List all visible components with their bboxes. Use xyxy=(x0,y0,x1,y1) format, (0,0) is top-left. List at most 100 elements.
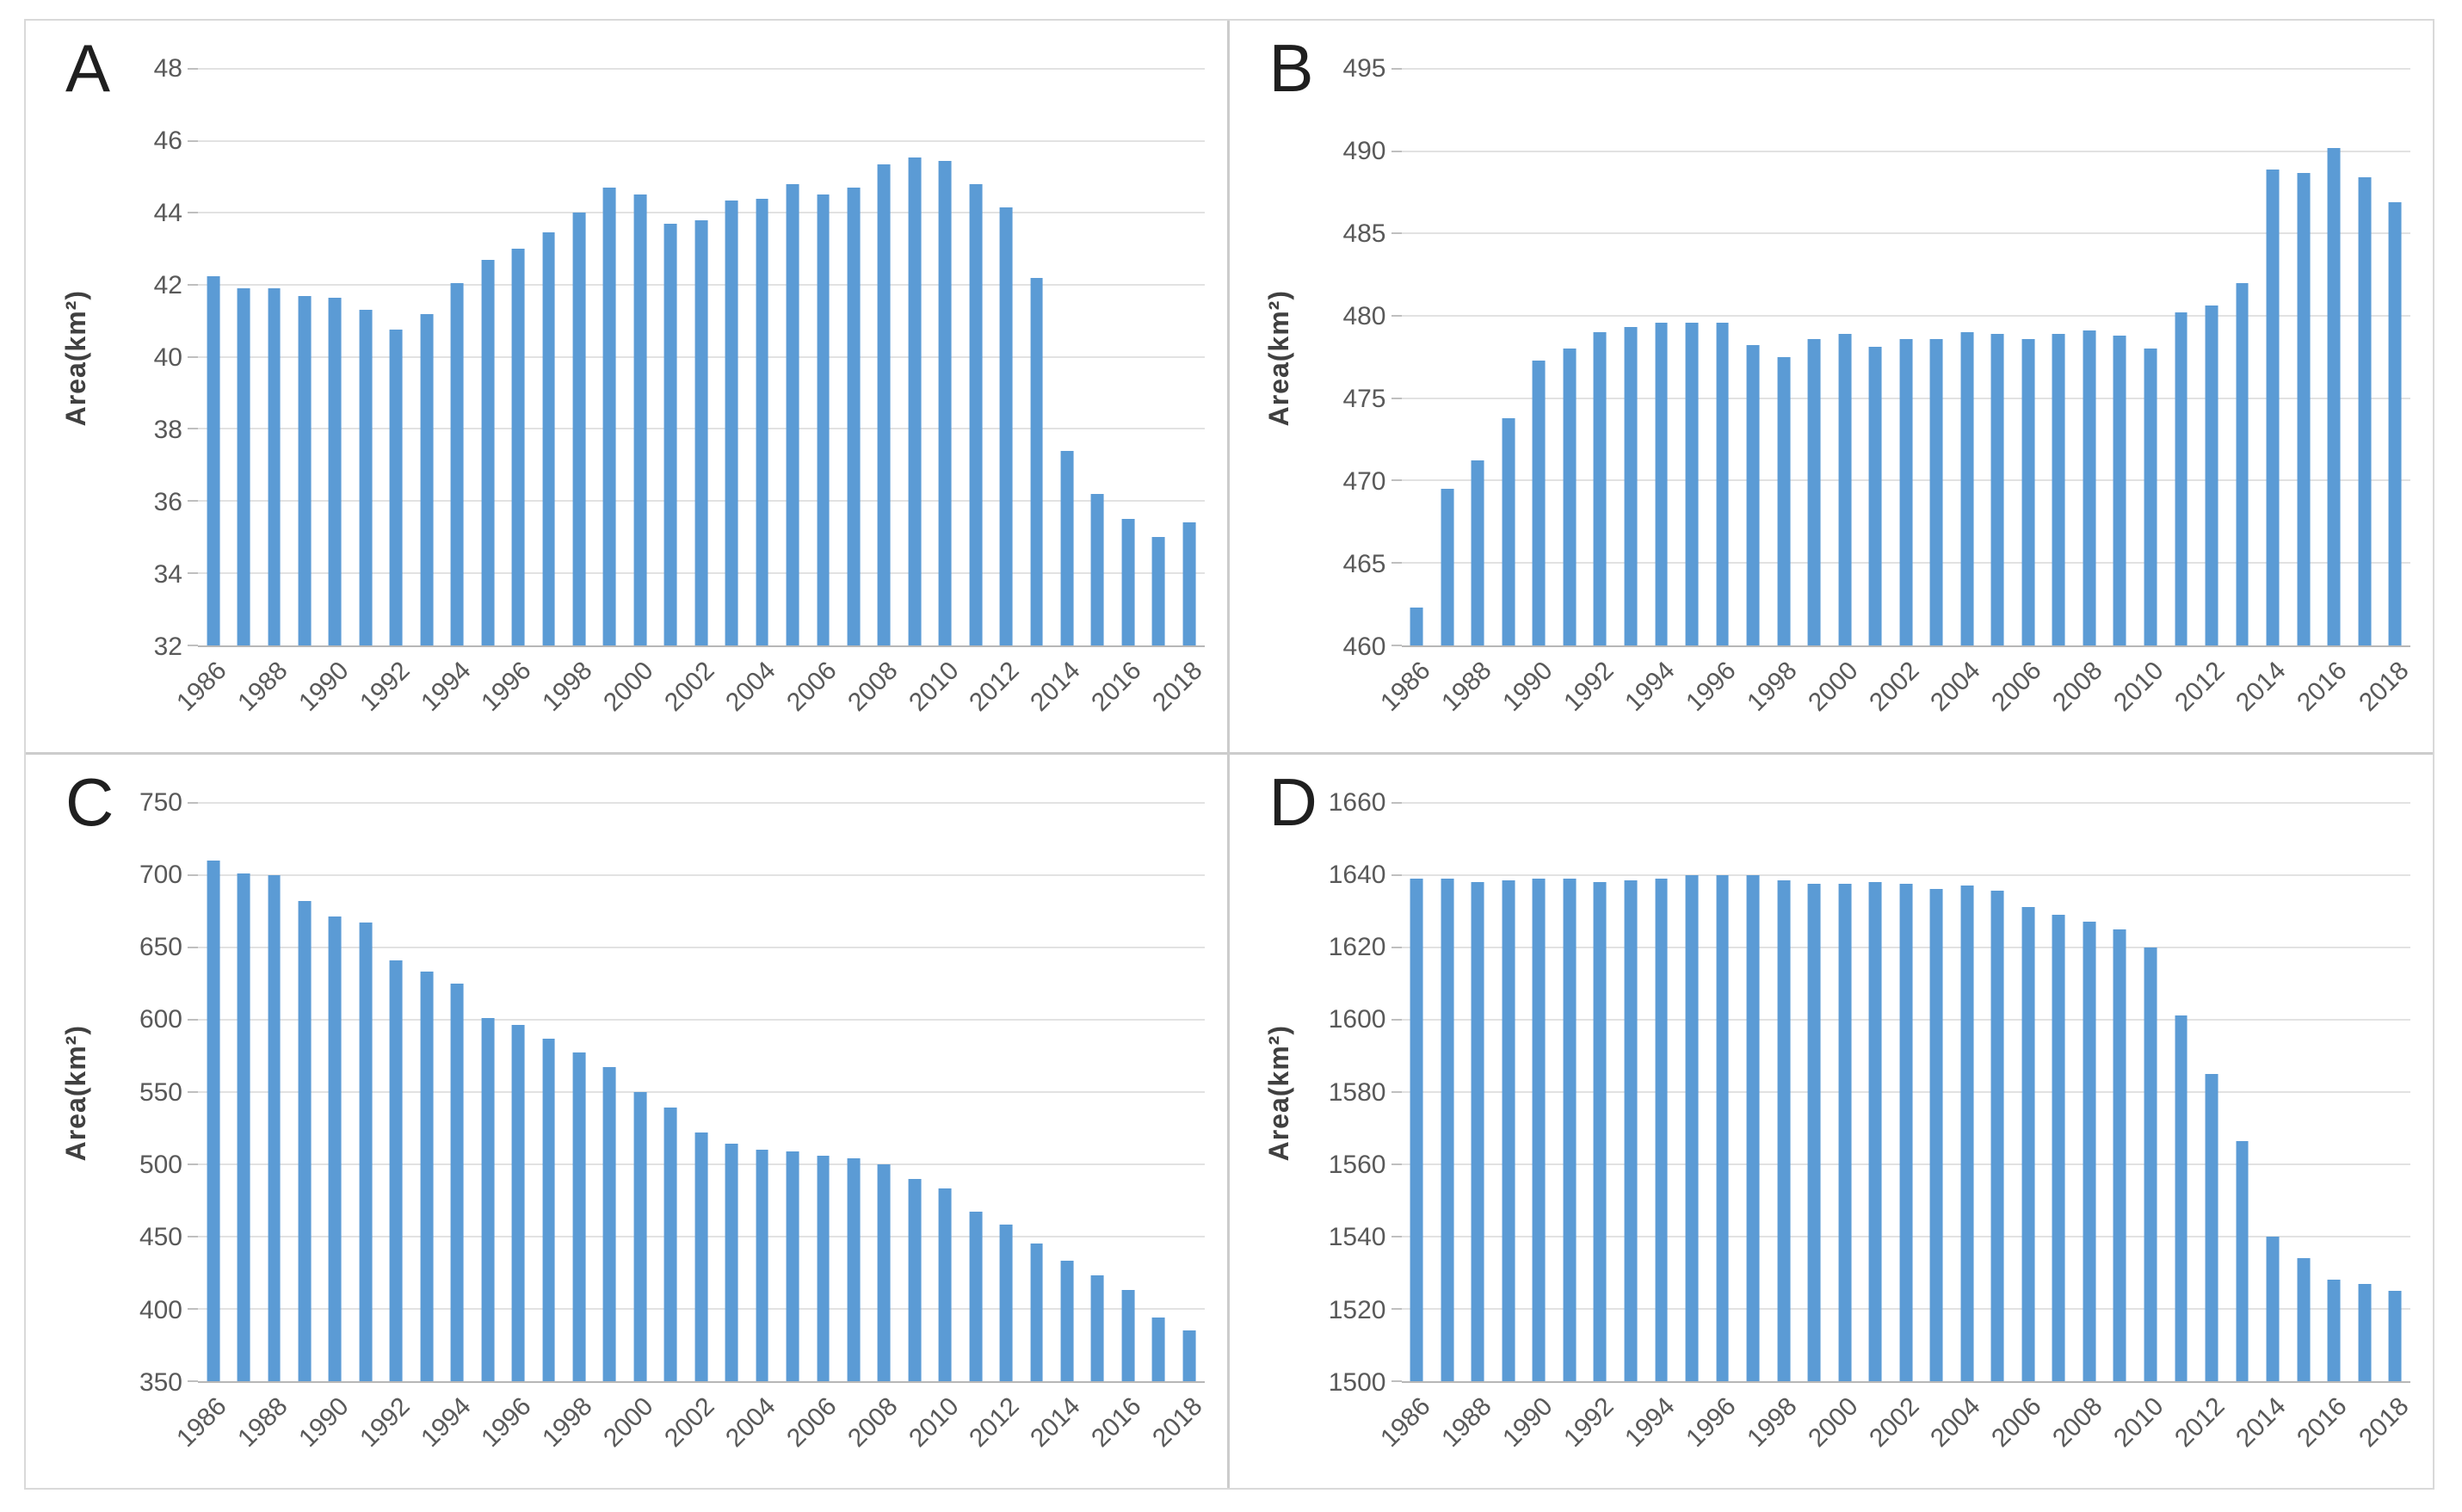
y-tick-label: 38 xyxy=(153,415,182,444)
bar xyxy=(2388,1290,2402,1381)
y-tick-mark xyxy=(188,139,198,142)
x-tick-label: 1994 xyxy=(1619,656,1681,717)
panel-d-letter: D xyxy=(1268,763,1317,840)
gridline xyxy=(198,1018,1205,1021)
bar xyxy=(1030,1244,1043,1381)
x-tick-label: 2018 xyxy=(2353,656,2415,717)
y-tick-label: 40 xyxy=(153,343,182,372)
y-tick-label: 700 xyxy=(139,860,182,889)
y-tick-label: 480 xyxy=(1342,301,1386,330)
x-tick-label: 1986 xyxy=(1374,1392,1436,1453)
plot-area xyxy=(188,68,1205,647)
bar xyxy=(1563,349,1577,645)
plot-area xyxy=(1391,68,2410,647)
x-tick-label: 2004 xyxy=(1925,1392,1986,1453)
bar xyxy=(1532,878,1546,1381)
x-tick-label: 1992 xyxy=(1558,1392,1620,1453)
bar xyxy=(1777,356,1791,645)
y-tick-label: 32 xyxy=(153,632,182,661)
y-tick-mark xyxy=(188,428,198,430)
bar xyxy=(2327,147,2341,645)
bar xyxy=(2236,282,2249,645)
bar xyxy=(2297,1258,2311,1381)
panel-a-letter: A xyxy=(65,30,111,106)
x-tick-label: 1994 xyxy=(1619,1392,1681,1453)
x-tick-label: 2006 xyxy=(1986,1392,2047,1453)
bar xyxy=(450,983,464,1381)
y-tick-label: 600 xyxy=(139,1005,182,1034)
gridline xyxy=(1401,801,2410,804)
bar xyxy=(969,1212,983,1381)
y-tick-mark xyxy=(1391,150,1402,152)
x-tick-label: 2010 xyxy=(903,1392,965,1453)
x-tick-label: 2016 xyxy=(1086,1392,1147,1453)
gridline xyxy=(1401,232,2410,235)
x-tick-label: 2016 xyxy=(1086,656,1147,717)
bar xyxy=(2113,335,2126,645)
bar xyxy=(2388,201,2402,645)
x-tick-label: 2018 xyxy=(1147,1392,1208,1453)
bar xyxy=(1929,338,1943,645)
bar xyxy=(420,313,434,645)
x-tick-label: 2002 xyxy=(659,1392,720,1453)
y-axis: 32 34 36 38 40 42 44 46 48 xyxy=(107,56,198,660)
bar xyxy=(1716,322,1730,645)
x-tick-label: 2008 xyxy=(2047,1392,2108,1453)
bar xyxy=(725,200,738,645)
panel-b: B Area(km²) 460 465 470 475 480 485 490 495 198… xyxy=(1229,21,2433,755)
y-tick-mark xyxy=(188,68,198,70)
y-tick-mark xyxy=(188,1018,198,1021)
bar xyxy=(237,873,250,1381)
bar xyxy=(420,972,434,1381)
x-tick-label: 1988 xyxy=(1435,1392,1497,1453)
bar xyxy=(817,1155,830,1381)
bar xyxy=(1960,332,1974,645)
x-tick-label: 2002 xyxy=(1864,1392,1925,1453)
bar xyxy=(2358,177,2372,645)
y-tick-mark xyxy=(188,1380,198,1382)
x-tick-label: 2014 xyxy=(1025,656,1086,717)
panel-d: D Area(km²) 1500 1520 1540 1560 1580 1600 1620… xyxy=(1229,754,2433,1488)
bar xyxy=(1060,450,1074,645)
bar xyxy=(1655,322,1668,645)
bar xyxy=(1091,1275,1104,1381)
y-tick-label: 1580 xyxy=(1328,1077,1386,1107)
x-tick-label: 1996 xyxy=(1680,1392,1742,1453)
y-axis: 350 400 450 500 550 600 650 700 750 xyxy=(107,789,198,1396)
bar xyxy=(1121,519,1135,645)
x-tick-label: 1992 xyxy=(354,1392,416,1453)
x-tick-label: 1988 xyxy=(231,1392,293,1453)
bar xyxy=(2175,1015,2187,1381)
y-tick-mark xyxy=(1391,1380,1402,1382)
bar xyxy=(207,275,220,645)
x-tick-label: 2004 xyxy=(1925,656,1986,717)
bar xyxy=(2083,922,2096,1381)
bar xyxy=(2327,1280,2341,1381)
bar xyxy=(1471,460,1484,645)
bar xyxy=(908,1178,922,1381)
x-tick-label: 2004 xyxy=(720,1392,781,1453)
bar xyxy=(756,198,769,645)
y-tick-mark xyxy=(1391,68,1402,70)
bar xyxy=(663,223,677,645)
bar xyxy=(786,1151,799,1381)
x-tick-label: 2010 xyxy=(2108,1392,2169,1453)
bar xyxy=(2021,907,2035,1381)
x-tick-label: 1986 xyxy=(171,1392,232,1453)
x-tick-label: 2006 xyxy=(781,1392,842,1453)
bar xyxy=(999,1225,1013,1381)
y-tick-label: 490 xyxy=(1342,136,1386,165)
gridline xyxy=(198,212,1205,214)
x-tick-label: 2008 xyxy=(842,1392,904,1453)
y-tick-mark xyxy=(188,500,198,503)
y-tick-label: 1620 xyxy=(1328,933,1386,962)
y-tick-label: 750 xyxy=(139,787,182,817)
x-axis: 1986 1988 1990 1992 1994 1996 1998 2000 2002 2004… xyxy=(1375,647,2415,744)
x-tick-label: 1998 xyxy=(537,656,598,717)
bar xyxy=(1899,884,1913,1381)
y-tick-mark xyxy=(188,1235,198,1237)
bar xyxy=(2113,929,2126,1381)
y-tick-label: 495 xyxy=(1342,54,1386,83)
y-tick-label: 48 xyxy=(153,54,182,83)
x-tick-label: 2006 xyxy=(1986,656,2047,717)
